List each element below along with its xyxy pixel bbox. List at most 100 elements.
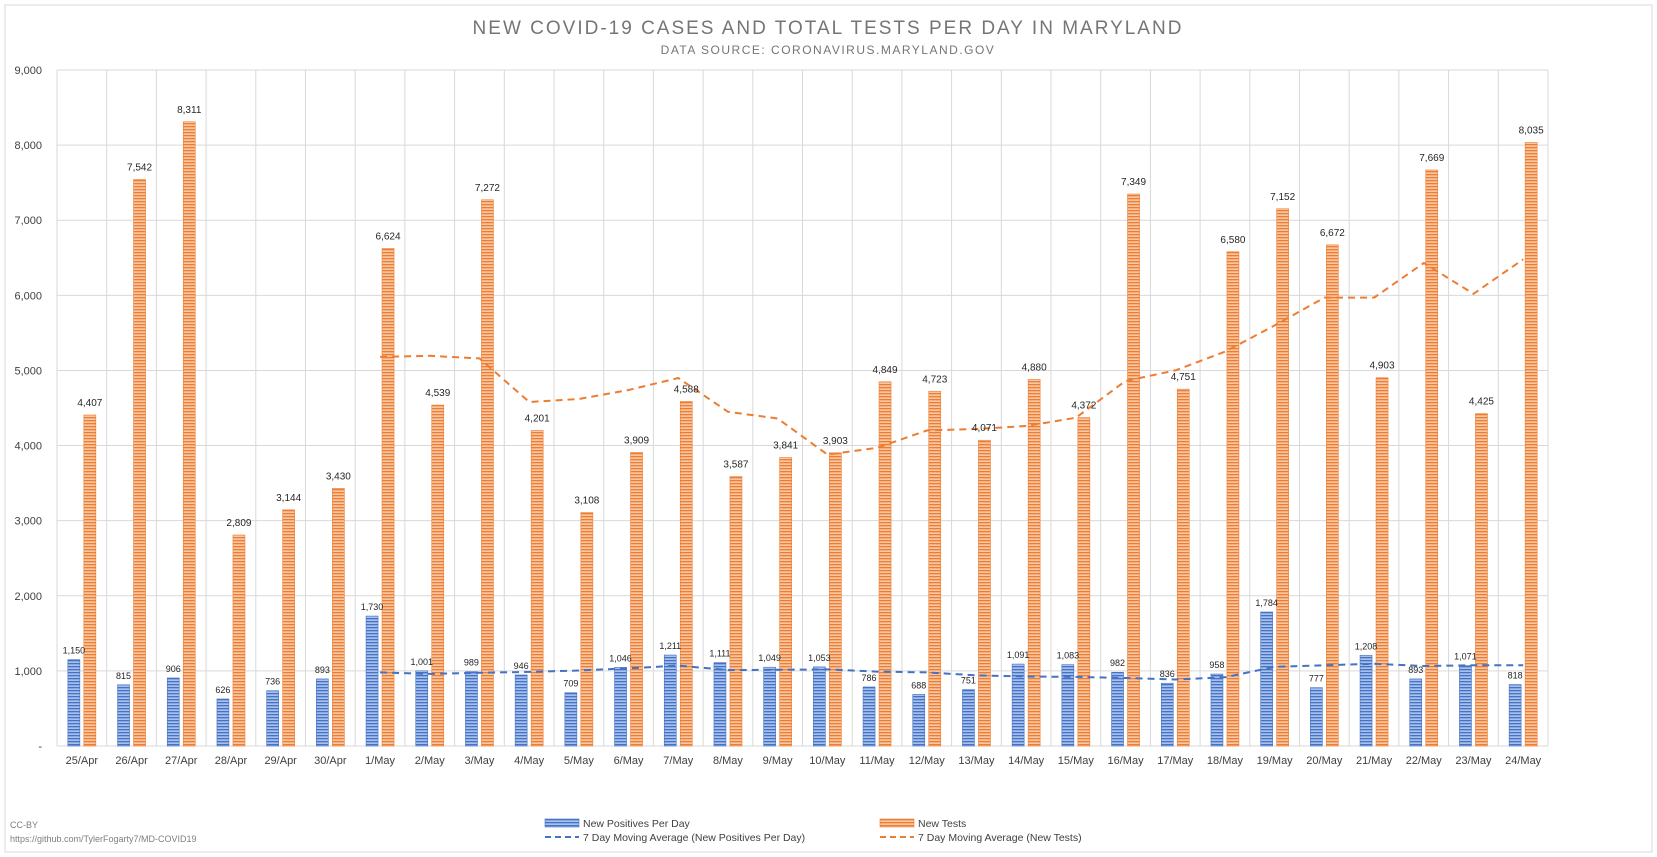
footer-url: https://github.com/TylerFogarty7/MD-COVI… [10, 834, 197, 844]
x-tick-label: 30/Apr [314, 755, 347, 767]
legend-new-positives-swatch [544, 818, 580, 828]
data-label-new-positives: 626 [215, 685, 230, 695]
x-tick-label: 3/May [464, 755, 494, 767]
x-tick-label: 13/May [958, 755, 995, 767]
x-tick-label: 14/May [1008, 755, 1045, 767]
bar-new-tests [1276, 208, 1289, 747]
data-label-new-tests: 4,849 [873, 365, 898, 376]
bar-new-positives [266, 690, 279, 747]
chart-border [4, 4, 1653, 853]
data-label-new-tests: 2,809 [226, 518, 251, 529]
data-label-new-positives: 688 [911, 680, 926, 690]
bar-new-tests [1077, 417, 1091, 747]
data-label-new-positives: 946 [514, 661, 529, 671]
bars [67, 121, 1538, 747]
data-label-new-positives: 1,784 [1255, 598, 1278, 608]
x-tick-label: 9/May [763, 755, 793, 767]
bar-new-positives [564, 692, 578, 747]
bar-new-positives [166, 677, 180, 747]
legend-new-positives-label: New Positives Per Day [583, 818, 691, 830]
data-label-new-tests: 3,108 [574, 496, 599, 507]
bar-new-tests [729, 476, 743, 747]
x-tick-label: 23/May [1455, 755, 1492, 767]
y-tick-label: 4,000 [14, 441, 42, 453]
footer-license: CC-BY [10, 820, 39, 830]
legend-ma-new-tests-label: 7 Day Moving Average (New Tests) [918, 832, 1082, 844]
x-tick-label: 10/May [809, 755, 846, 767]
bar-new-tests [679, 401, 693, 747]
data-labels: 1,150 4,407 815 7,542 906 8,311 626 2,809 736 3,1… [63, 105, 1545, 695]
x-axis-ticks: 25/Apr 26/Apr 27/Apr 28/Apr 29/Apr 30/Apr 1/Ma… [66, 755, 1542, 767]
x-tick-label: 22/May [1406, 755, 1443, 767]
bar-new-tests [530, 430, 544, 747]
data-label-new-tests: 7,669 [1419, 153, 1444, 164]
legend-new-tests-label: New Tests [918, 818, 966, 830]
bar-new-positives [1310, 687, 1323, 747]
bar-new-positives [713, 662, 727, 747]
bar-new-positives [1111, 671, 1124, 747]
x-tick-label: 29/Apr [264, 755, 297, 767]
bar-new-positives [813, 666, 826, 747]
data-label-new-positives: 836 [1160, 669, 1175, 679]
bar-new-tests [878, 381, 892, 747]
data-label-new-tests: 4,751 [1171, 372, 1196, 383]
x-tick-label: 5/May [564, 755, 594, 767]
data-label-new-tests: 3,587 [723, 460, 748, 471]
bar-new-positives [1409, 678, 1423, 747]
data-label-new-positives: 1,111 [709, 649, 730, 659]
data-label-new-tests: 8,311 [177, 105, 202, 116]
data-label-new-positives: 893 [315, 665, 330, 675]
x-tick-label: 26/Apr [115, 755, 148, 767]
data-label-new-tests: 4,425 [1469, 397, 1494, 408]
moving-average-lines [380, 258, 1524, 681]
bar-new-tests [928, 390, 942, 747]
bar-new-positives [1508, 684, 1522, 747]
bar-new-positives [465, 671, 478, 747]
bar-new-positives [962, 689, 975, 747]
bar-new-tests [1375, 377, 1389, 747]
data-label-new-positives: 982 [1110, 658, 1125, 668]
bar-new-positives [1459, 665, 1472, 747]
bar-new-tests [1176, 388, 1190, 747]
data-label-new-tests: 4,539 [425, 388, 450, 399]
data-label-new-positives: 906 [166, 664, 181, 674]
bar-new-tests [481, 199, 494, 747]
bar-new-tests [1524, 142, 1538, 747]
bar-new-tests [1326, 244, 1339, 747]
data-label-new-positives: 786 [862, 673, 877, 683]
x-tick-label: 16/May [1108, 755, 1145, 767]
x-tick-label: 19/May [1257, 755, 1294, 767]
bar-new-tests [1027, 379, 1041, 747]
data-label-new-tests: 3,909 [624, 435, 649, 446]
x-tick-label: 2/May [415, 755, 445, 767]
bar-new-positives [365, 615, 379, 747]
bar-new-tests [431, 404, 445, 747]
bar-new-tests [232, 534, 246, 747]
data-label-new-positives: 1,071 [1454, 652, 1477, 662]
data-label-new-positives: 958 [1209, 660, 1224, 670]
data-label-new-tests: 4,903 [1370, 361, 1395, 372]
bar-new-tests [381, 248, 395, 747]
data-label-new-tests: 3,903 [823, 436, 848, 447]
bar-new-tests [1127, 193, 1140, 747]
x-tick-label: 4/May [514, 755, 544, 767]
legend-ma-new-positives-label: 7 Day Moving Average (New Positives Per … [583, 832, 805, 844]
bar-new-positives [67, 659, 81, 747]
y-tick-label: 1,000 [14, 666, 42, 678]
data-label-new-positives: 989 [464, 658, 479, 668]
chart-subtitle: DATA SOURCE: CORONAVIRUS.MARYLAND.GOV [661, 43, 996, 57]
data-label-new-positives: 751 [961, 676, 976, 686]
data-label-new-positives: 1,211 [659, 641, 681, 651]
x-tick-label: 8/May [713, 755, 743, 767]
bar-new-positives [216, 698, 230, 747]
data-label-new-positives: 1,091 [1007, 650, 1030, 660]
x-tick-label: 12/May [909, 755, 946, 767]
legend-new-tests-swatch [879, 818, 915, 828]
data-label-new-positives: 709 [563, 679, 578, 689]
bar-new-tests [829, 452, 842, 747]
line-ma-new-positives [380, 662, 1524, 681]
data-label-new-tests: 7,349 [1121, 177, 1146, 188]
x-tick-label: 6/May [614, 755, 644, 767]
data-label-new-positives: 736 [265, 677, 280, 687]
